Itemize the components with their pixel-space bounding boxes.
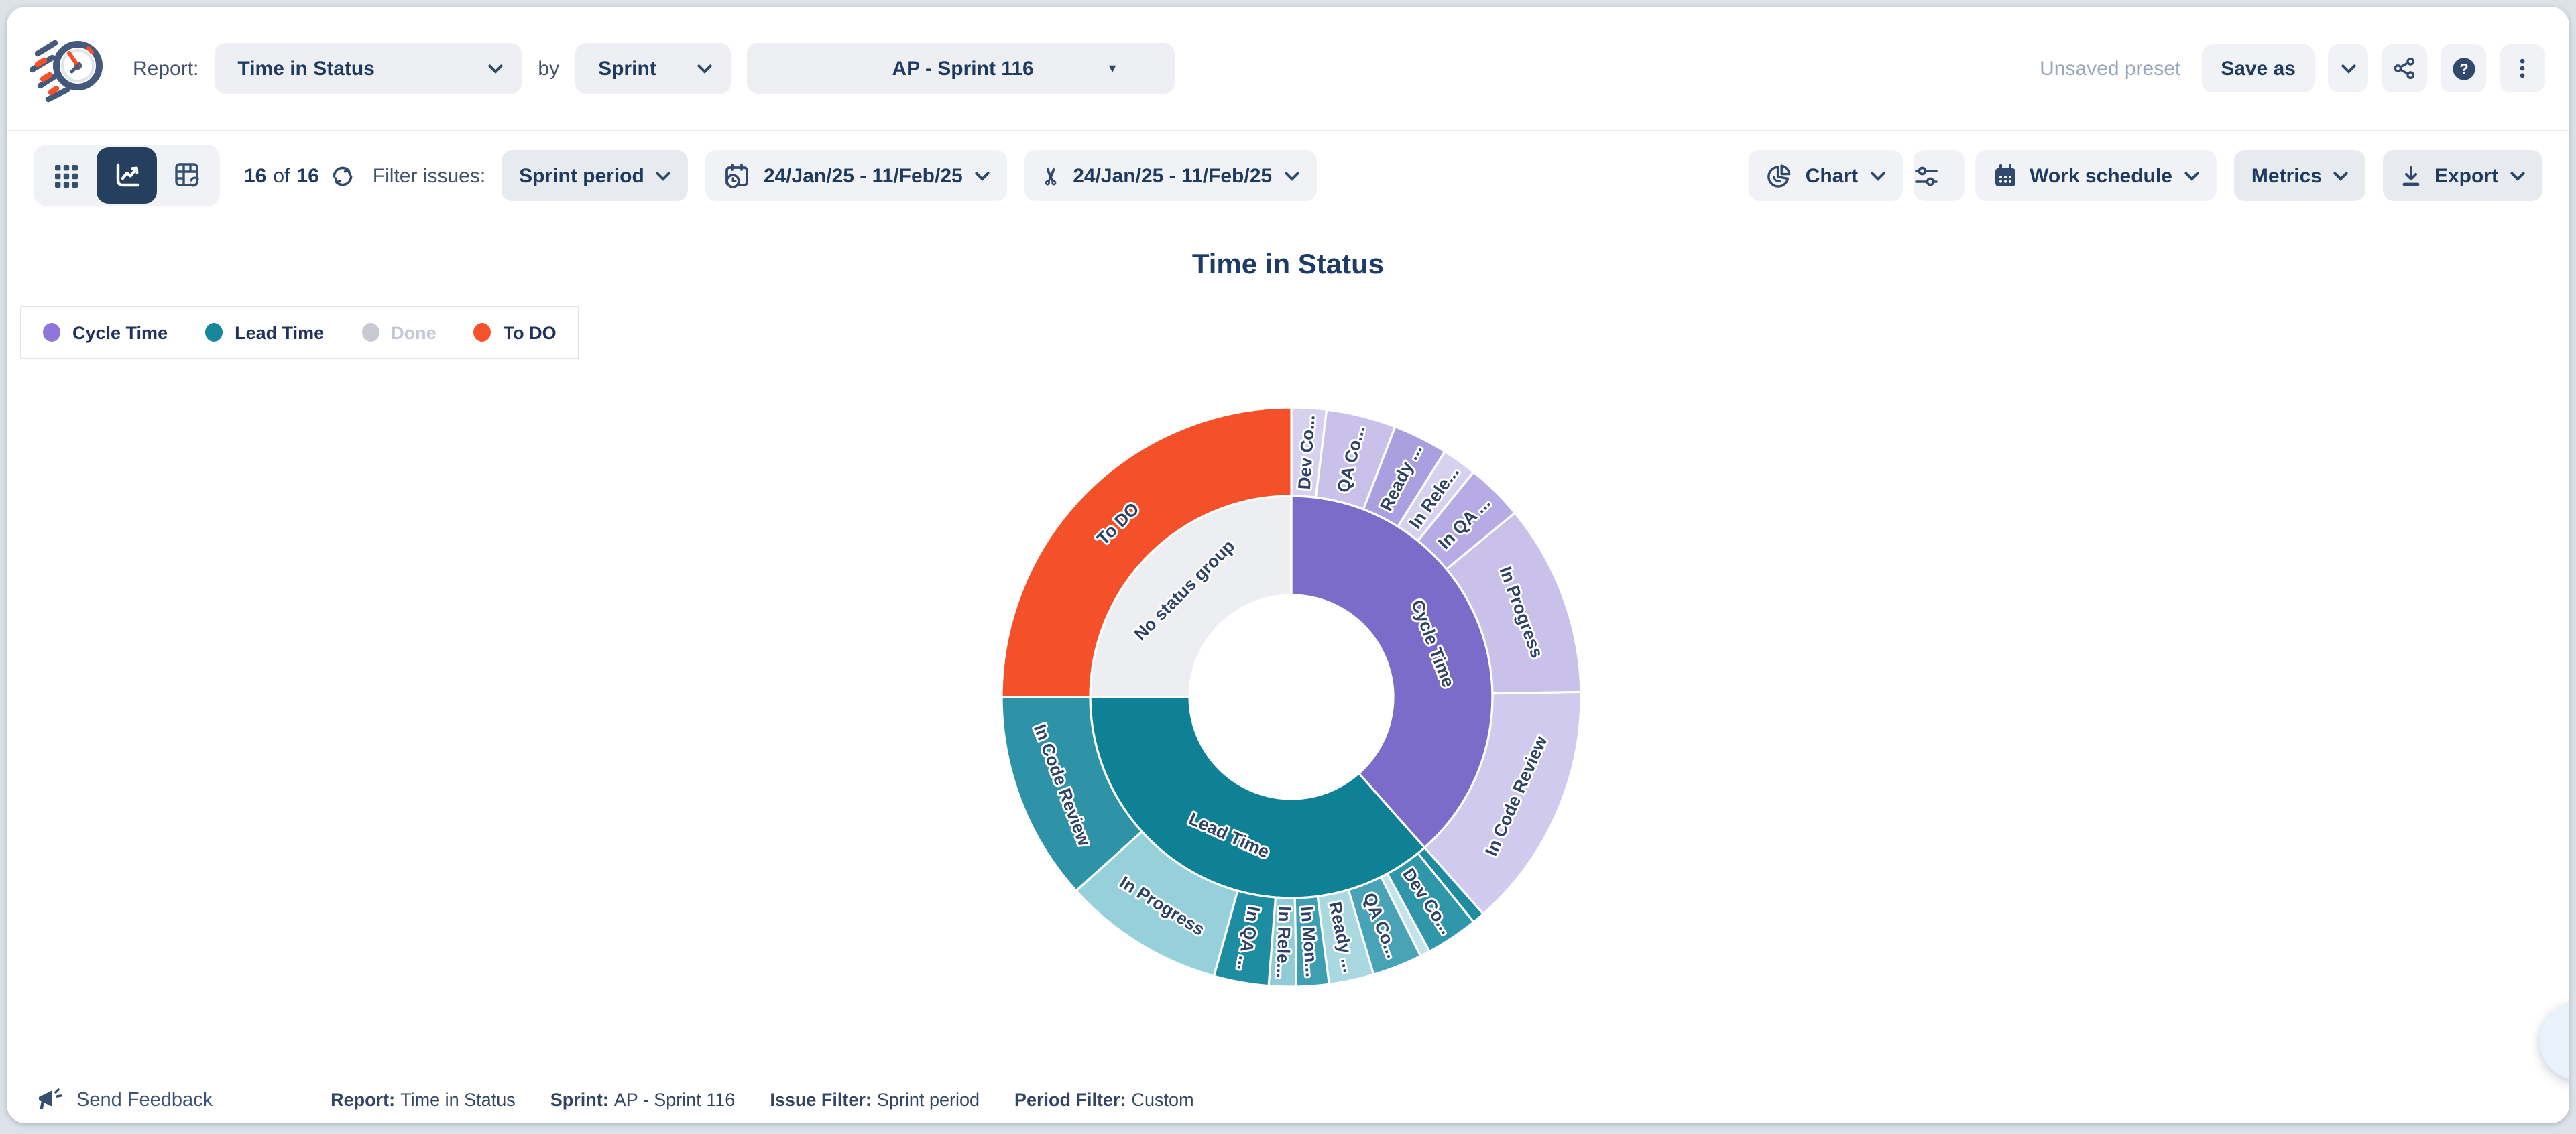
pie-chart-icon: [1767, 164, 1792, 188]
chevron-down-icon: [2510, 171, 2525, 180]
sunburst-segment[interactable]: [1000, 406, 1293, 698]
trim-period-dropdown[interactable]: ✂ 24/Jan/25 - 11/Feb/25: [1024, 150, 1317, 201]
chart-view-button[interactable]: [97, 147, 157, 204]
legend-item-to-do[interactable]: To DO: [473, 322, 557, 342]
chevron-down-icon: [2341, 64, 2355, 73]
triangle-down-icon: ▼: [1106, 62, 1119, 75]
help-icon: ?: [2452, 57, 2475, 80]
pivot-view-button[interactable]: [157, 147, 217, 204]
chart-legend: Cycle Time Lead Time Done To DO: [20, 306, 579, 359]
share-icon: [2394, 57, 2415, 80]
legend-dot: [361, 323, 379, 342]
chevron-down-icon: [656, 171, 671, 180]
summary-issue-filter: Issue Filter: Sprint period: [770, 1090, 980, 1110]
report-type-dropdown[interactable]: Time in Status: [215, 43, 522, 94]
app-logo: [29, 40, 103, 103]
legend-item-lead-time[interactable]: Lead Time: [205, 322, 324, 342]
chevron-down-icon: [975, 171, 990, 180]
send-feedback-button[interactable]: Send Feedback: [36, 1086, 213, 1114]
share-button[interactable]: [2382, 44, 2427, 92]
chevron-down-icon: [1284, 171, 1299, 180]
legend-item-done[interactable]: Done: [361, 322, 436, 342]
legend-dot: [43, 323, 60, 342]
sliders-icon: [1914, 166, 1937, 186]
report-card: Report: Time in Status by Sprint AP - Sp…: [7, 7, 2569, 1123]
chart-settings-button[interactable]: [1913, 150, 1965, 201]
footer: Send Feedback Report: Time in Status Spri…: [36, 1086, 1194, 1114]
report-label: Report:: [133, 57, 199, 80]
calendar-clock-icon: [725, 163, 749, 188]
chart-type-dropdown[interactable]: Chart: [1749, 150, 1903, 201]
chart-view-icon: [115, 163, 139, 187]
summary-sprint: Sprint: AP - Sprint 116: [550, 1090, 736, 1110]
legend-dot: [205, 323, 223, 342]
filter-issues-label: Filter issues:: [372, 164, 486, 187]
issues-count: 16 of 16: [244, 164, 354, 187]
sprint-dropdown[interactable]: AP - Sprint 116 ▼: [747, 43, 1175, 94]
group-by-value: Sprint: [598, 57, 656, 80]
export-dropdown[interactable]: Export: [2383, 150, 2542, 201]
group-by-dropdown[interactable]: Sprint: [575, 43, 731, 94]
chevron-down-icon: [2334, 171, 2349, 180]
summary-period-filter: Period Filter: Custom: [1014, 1090, 1194, 1110]
kebab-menu-icon: [2520, 58, 2525, 78]
report-summary: Report: Time in Status Sprint: AP - Sprint…: [331, 1090, 1193, 1110]
toolbar: 16 of 16 Filter issues: Sprint period: [7, 131, 2569, 220]
megaphone-icon: [39, 1088, 62, 1110]
chevron-down-icon: [2184, 171, 2199, 180]
chart-title: Time in Status: [1191, 249, 1385, 280]
save-as-menu-button[interactable]: [2328, 44, 2368, 92]
more-menu-button[interactable]: [2500, 44, 2545, 92]
calendar-icon: [1995, 163, 2015, 186]
grid-view-button[interactable]: [36, 147, 97, 204]
legend-item-cycle-time[interactable]: Cycle Time: [43, 322, 168, 342]
chart-area: Time in Status Cycle Time Lead Time Done…: [7, 220, 2569, 1122]
save-as-button[interactable]: Save as: [2202, 44, 2315, 92]
header: Report: Time in Status by Sprint AP - Sp…: [7, 7, 2569, 131]
sprint-period-dropdown[interactable]: 24/Jan/25 - 11/Feb/25: [705, 150, 1007, 201]
preset-status: Unsaved preset: [2040, 57, 2181, 80]
report-type-value: Time in Status: [237, 57, 375, 80]
sunburst-segment-label: In Rele...: [1273, 906, 1295, 979]
work-schedule-dropdown[interactable]: Work schedule: [1975, 150, 2217, 201]
legend-dot: [473, 323, 491, 342]
summary-report: Report: Time in Status: [331, 1090, 516, 1110]
chevron-down-icon: [1870, 171, 1885, 180]
issue-filter-dropdown[interactable]: Sprint period: [502, 150, 689, 201]
by-label: by: [538, 57, 560, 80]
metrics-dropdown[interactable]: Metrics: [2233, 150, 2366, 201]
scissors-icon: ✂: [1038, 166, 1064, 186]
pivot-view-icon: [174, 163, 198, 187]
grid-view-icon: [55, 164, 78, 187]
chevron-down-icon: [697, 64, 712, 73]
sprint-value: AP - Sprint 116: [892, 57, 1034, 80]
refresh-icon[interactable]: [331, 164, 354, 187]
view-switcher: [34, 145, 220, 206]
help-button[interactable]: ?: [2441, 44, 2486, 92]
chevron-down-icon: [488, 64, 504, 73]
download-icon: [2403, 166, 2420, 186]
svg-text:?: ?: [2459, 60, 2467, 77]
